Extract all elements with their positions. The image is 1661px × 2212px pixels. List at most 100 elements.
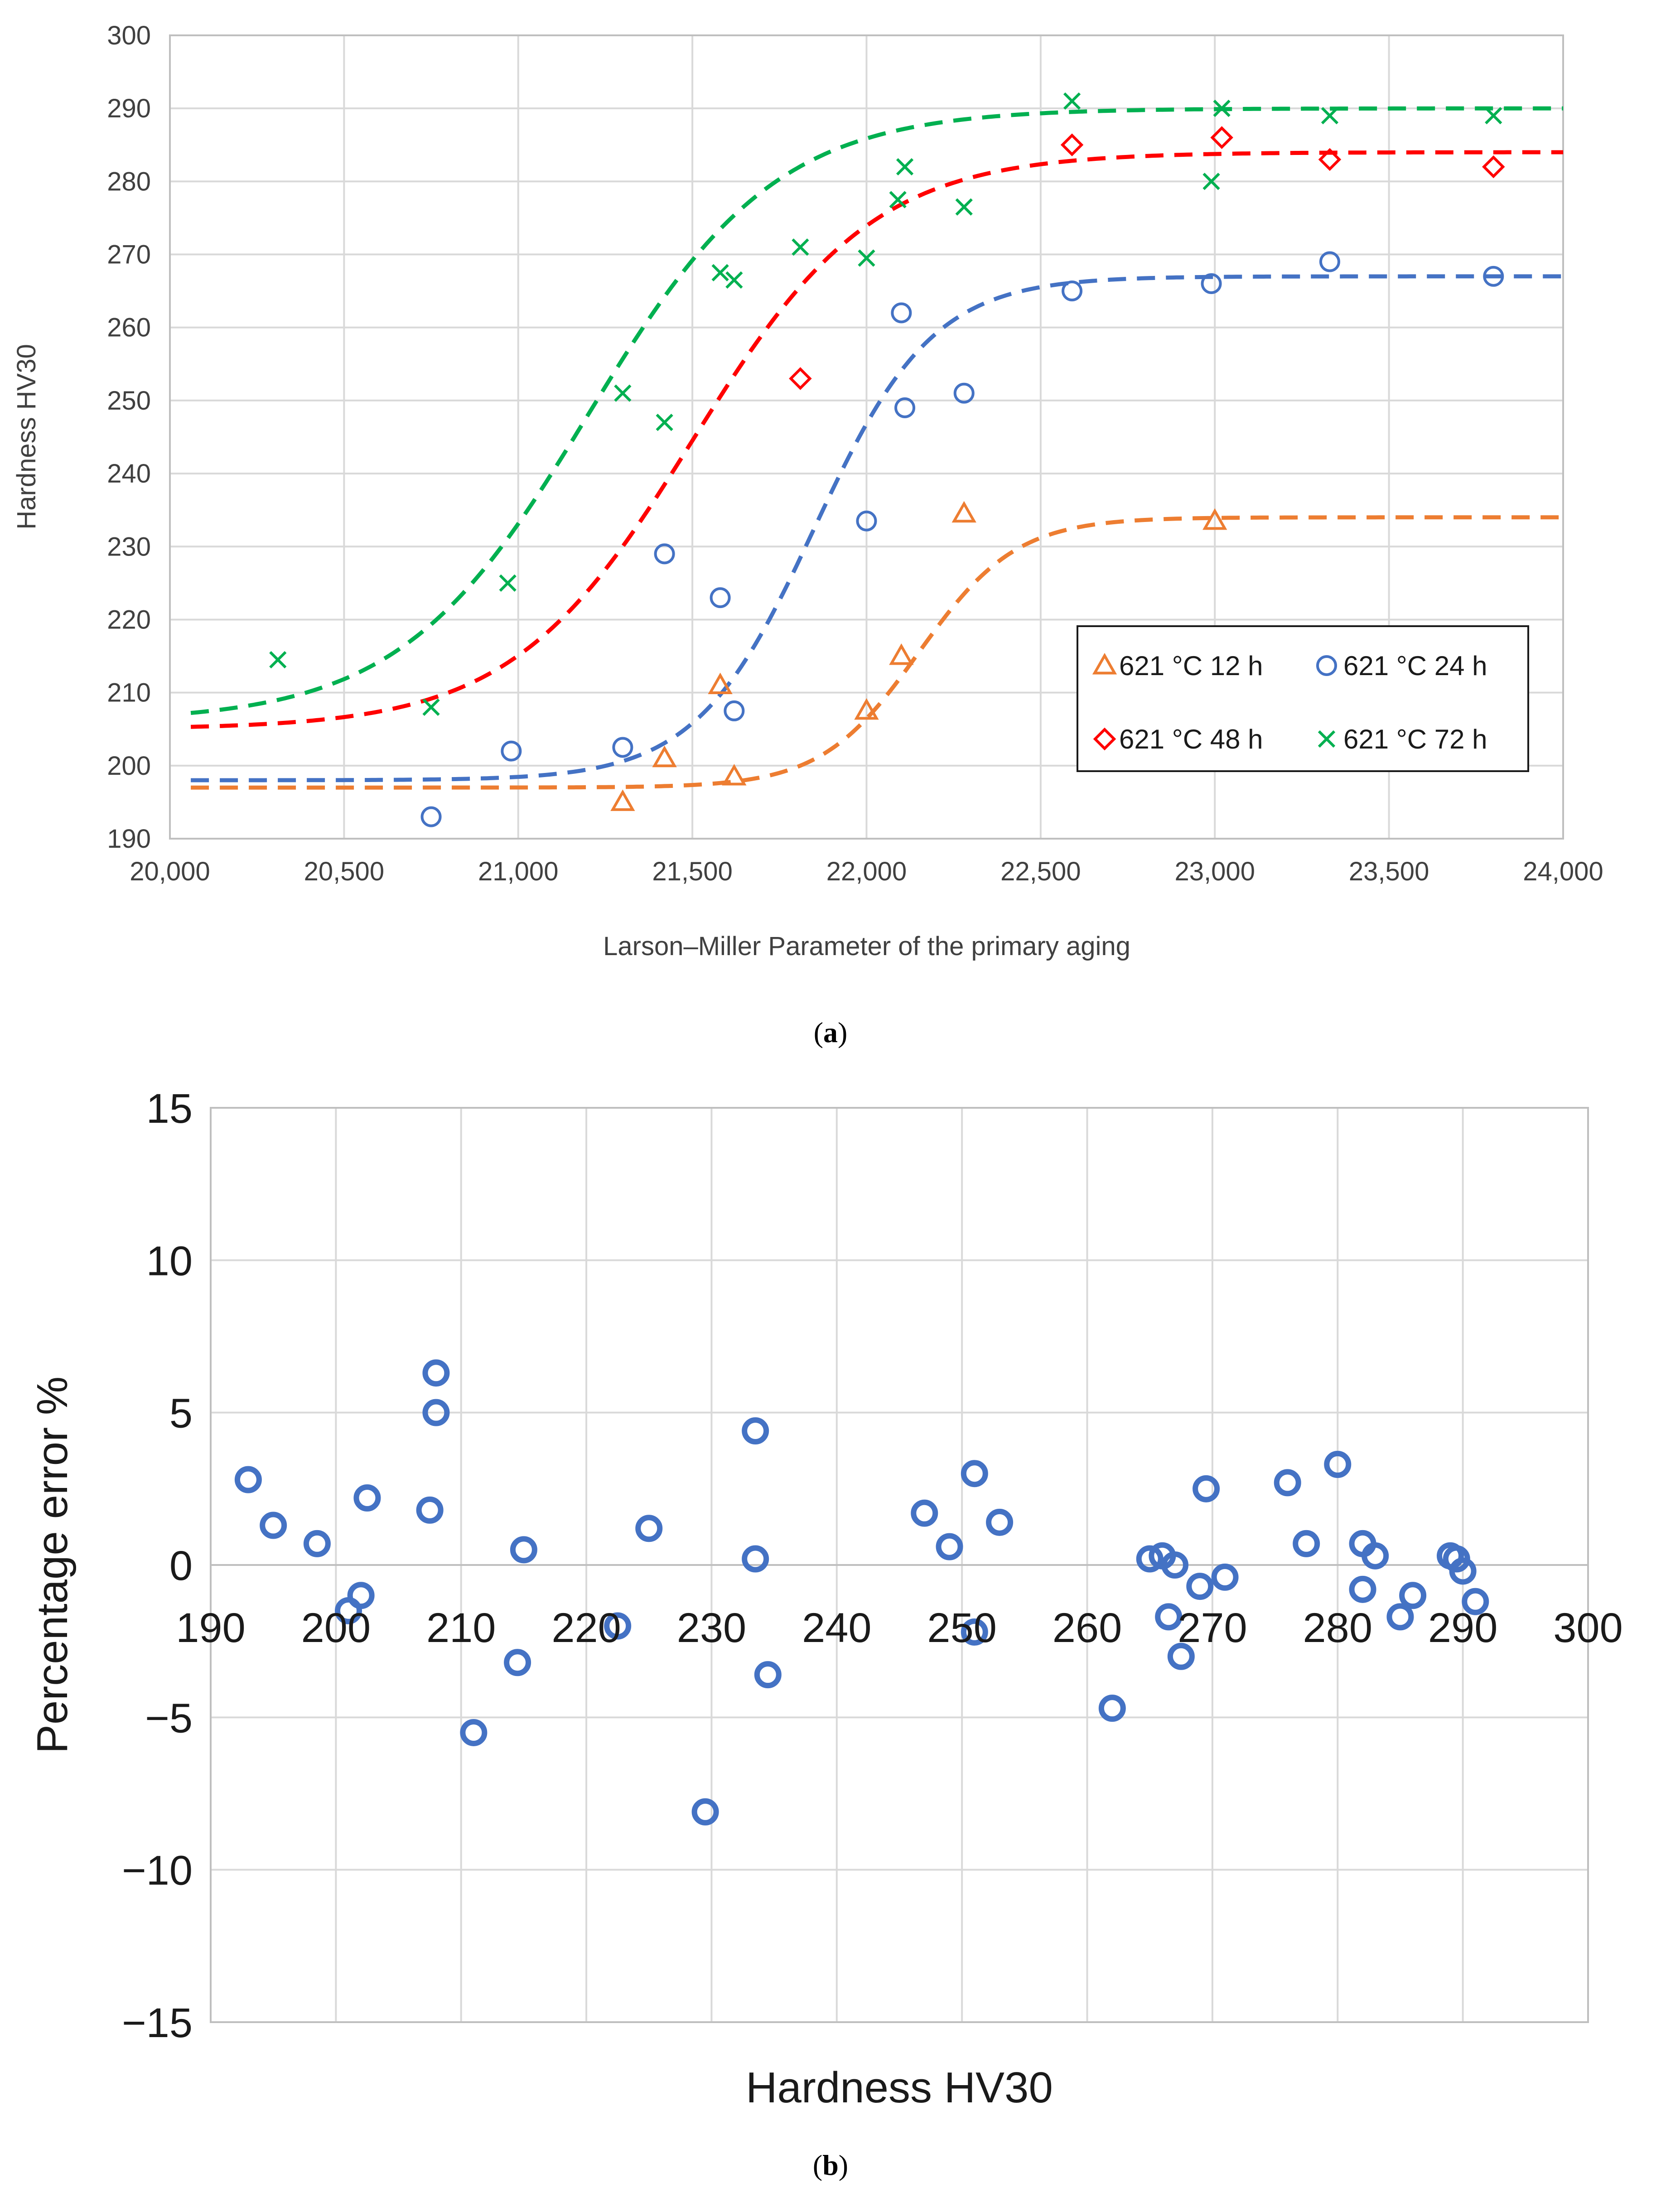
chart-b-x-tick-labels: 190 200 210 220 230 240 250 260 270 280 290 300 <box>176 1605 1623 1651</box>
legend-item-s24: 621 °C 24 h <box>1316 651 1487 681</box>
b-ytick-label: 0 <box>169 1543 193 1589</box>
legend-item-s12: 621 °C 12 h <box>1092 651 1263 681</box>
error-point <box>353 1484 381 1512</box>
data-point-s72 <box>711 264 729 281</box>
b-xtick-label: 270 <box>1178 1605 1247 1651</box>
error-point <box>422 1359 450 1387</box>
data-point-s24 <box>953 382 975 404</box>
a-ytick-label: 210 <box>107 678 151 708</box>
b-ytick-label: −15 <box>122 2000 193 2046</box>
chart-a-plot-border <box>169 34 1564 840</box>
error-point <box>260 1512 287 1539</box>
series-s48 <box>789 126 1505 390</box>
data-point-s72 <box>955 198 973 216</box>
error-point <box>1186 1573 1214 1600</box>
error-point <box>1462 1588 1489 1615</box>
data-point-s12 <box>722 763 747 786</box>
series-s72 <box>269 92 1502 716</box>
error-point <box>911 1499 938 1527</box>
data-point-s48 <box>789 367 812 390</box>
error-point <box>604 1612 632 1640</box>
error-point <box>1098 1695 1126 1722</box>
error-point <box>742 1417 769 1445</box>
error-point <box>1386 1603 1414 1631</box>
a-ytick-label: 190 <box>107 824 151 854</box>
data-point-s72 <box>656 414 673 431</box>
error-point <box>347 1582 375 1609</box>
legend-symbol-s24 <box>1316 655 1337 676</box>
fit-curve-s12 <box>191 515 1563 790</box>
data-point-s72 <box>614 384 632 402</box>
data-point-s12 <box>708 672 733 695</box>
chart-a-y-tick-labels: 190 200 210 220 230 240 250 260 270 280 290 300 <box>107 21 151 854</box>
data-point-s72 <box>1063 92 1081 110</box>
error-point <box>1193 1475 1220 1502</box>
data-point-s12 <box>854 698 879 720</box>
data-point-s72 <box>1485 107 1502 125</box>
data-point-s72 <box>858 249 875 267</box>
a-ytick-label: 280 <box>107 167 151 196</box>
b-xtick-label: 200 <box>301 1605 371 1651</box>
a-ytick-label: 290 <box>107 94 151 123</box>
legend-label-s72: 621 °C 72 h <box>1343 724 1487 754</box>
error-point <box>234 1466 262 1493</box>
a-xtick-label: 21,000 <box>478 857 558 886</box>
error-point <box>303 1530 331 1557</box>
error-point <box>986 1508 1014 1536</box>
chart-a-x-axis-title: Larson–Miller Parameter of the primary a… <box>603 932 1130 961</box>
error-point <box>1155 1603 1183 1631</box>
error-point <box>1399 1582 1427 1609</box>
error-point <box>961 1460 988 1488</box>
data-point-s48 <box>1060 133 1084 157</box>
b-xtick-label: 290 <box>1428 1605 1498 1651</box>
error-point <box>1136 1545 1164 1573</box>
series-s24 <box>420 251 1504 827</box>
chart-b: 190 200 210 220 230 240 250 260 270 280 290 300 −15… <box>28 1086 1623 2181</box>
data-point-s72 <box>499 574 517 592</box>
a-ytick-label: 260 <box>107 313 151 343</box>
series-error <box>234 1359 1489 1826</box>
b-xtick-label: 210 <box>426 1605 496 1651</box>
a-xtick-label: 22,500 <box>1000 857 1081 886</box>
chart-a-y-axis-title: Hardness HV30 <box>12 344 41 529</box>
a-xtick-label: 22,000 <box>826 857 907 886</box>
panel-label-b: (b) <box>813 2149 848 2181</box>
data-point-s24 <box>1201 273 1222 295</box>
legend-label-s24: 621 °C 24 h <box>1343 651 1487 681</box>
data-point-s72 <box>1321 107 1339 125</box>
data-point-s24 <box>1319 251 1340 272</box>
legend-item-s72: 621 °C 72 h <box>1318 724 1487 754</box>
data-point-s72 <box>269 651 287 669</box>
data-point-s24 <box>710 587 731 609</box>
error-point <box>416 1496 444 1524</box>
data-point-s72 <box>1213 100 1231 117</box>
b-xtick-label: 250 <box>927 1605 997 1651</box>
a-ytick-label: 220 <box>107 605 151 634</box>
error-point <box>510 1536 537 1564</box>
b-ytick-label: 15 <box>146 1086 193 1132</box>
data-point-s24 <box>501 740 522 762</box>
data-point-s24 <box>894 397 916 419</box>
data-point-s72 <box>889 191 907 208</box>
a-ytick-label: 270 <box>107 240 151 270</box>
error-point <box>1167 1642 1195 1670</box>
error-point <box>422 1399 450 1426</box>
data-point-s72 <box>422 698 440 716</box>
data-point-s12 <box>951 501 976 523</box>
data-point-s48 <box>1210 126 1233 149</box>
data-point-s48 <box>1318 148 1342 171</box>
b-ytick-label: −5 <box>145 1695 193 1741</box>
b-xtick-label: 240 <box>802 1605 872 1651</box>
legend-symbol-s48 <box>1093 727 1116 751</box>
error-point <box>936 1533 963 1560</box>
chart-a: 20,000 20,500 21,000 21,500 22,000 22,500 23,0… <box>12 21 1603 1048</box>
data-point-s12 <box>652 745 677 768</box>
a-xtick-label: 24,000 <box>1523 857 1603 886</box>
error-point <box>1349 1575 1376 1603</box>
legend-box <box>1077 625 1529 772</box>
chart-a-fit-curves <box>190 106 1563 790</box>
fit-curve-s72 <box>190 106 1563 715</box>
chart-b-y-axis-title: Percentage error % <box>28 1376 77 1753</box>
data-point-s72 <box>792 238 809 256</box>
data-point-s24 <box>724 700 745 721</box>
